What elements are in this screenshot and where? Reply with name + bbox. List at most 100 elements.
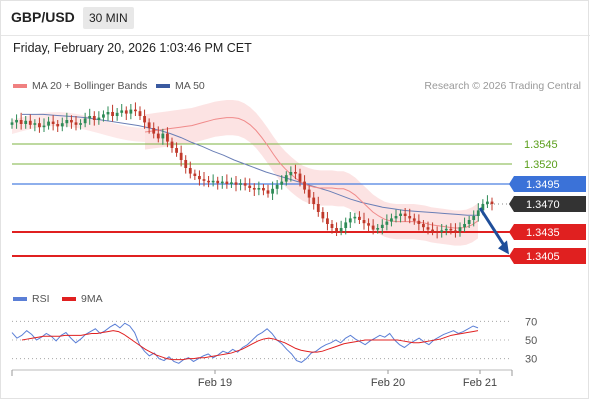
x-tick-label: Feb 19 [198, 377, 232, 389]
candle-body [330, 224, 334, 228]
candle-body [275, 184, 279, 189]
candle-body [28, 120, 32, 125]
candle-body [243, 183, 247, 186]
level-tag-bg [514, 196, 586, 212]
candle-body [326, 218, 329, 224]
candle-body [298, 173, 302, 182]
candle-body [134, 109, 137, 112]
candle-body [143, 116, 146, 123]
rsi-ma9-line [21, 330, 479, 361]
candle-body [321, 212, 325, 219]
candle-body [303, 181, 306, 190]
candle-body [481, 204, 485, 211]
legend-ma20-label: MA 20 + Bollinger Bands [32, 80, 148, 92]
candle-body [97, 117, 101, 120]
forecast-arrow-shaft [478, 207, 508, 250]
candle-body [426, 227, 430, 230]
candle-body [38, 123, 41, 128]
candle-body [362, 220, 366, 224]
candle-body [120, 110, 124, 113]
legend-ma50-label: MA 50 [175, 80, 205, 92]
candle-body [188, 168, 192, 174]
ma20-line [144, 117, 479, 229]
candle-body [179, 152, 183, 160]
level-tag-1-3495: 1.3495 [509, 176, 586, 192]
candle-body [65, 120, 69, 124]
candle-body [42, 125, 46, 128]
candle-body [449, 228, 453, 231]
level-tag-arrow [509, 224, 514, 240]
candle-body [33, 123, 37, 125]
level-tag-1-3470: 1.3470 [509, 196, 586, 212]
x-tick-label: Feb 20 [371, 377, 405, 389]
ma9-swatch [62, 297, 76, 301]
level-tag-arrow [509, 248, 514, 264]
candle-body [124, 110, 128, 114]
candle-body [106, 112, 110, 115]
level-label-1-3520: 1.3520 [524, 159, 558, 171]
candle-body [316, 204, 320, 212]
candle-body [60, 123, 64, 127]
candle-body [220, 181, 224, 184]
bollinger-band-early [12, 112, 145, 142]
timeframe-badge[interactable]: 30 MIN [83, 7, 134, 29]
candle-body [412, 218, 416, 221]
rsi-swatch [13, 297, 27, 301]
candle-body [19, 120, 23, 124]
candle-body [257, 188, 261, 190]
legend-9ma-label: 9MA [81, 293, 103, 305]
level-tag-1-3405: 1.3405 [509, 248, 586, 264]
ma50-swatch [156, 84, 170, 88]
candle-body [422, 224, 425, 228]
candle-body [51, 121, 55, 124]
legend-ma20: MA 20 + Bollinger Bands [13, 80, 147, 92]
candle-body [417, 220, 421, 224]
candle-body [385, 221, 389, 225]
candle-body [239, 183, 242, 185]
candle-body [47, 121, 50, 126]
candle-body [490, 201, 494, 204]
candle-body [262, 188, 265, 191]
candle-body [284, 175, 288, 182]
level-tag-arrow [509, 176, 514, 192]
candle-body [138, 111, 142, 116]
candle-body [170, 141, 174, 148]
candle-body [444, 228, 448, 231]
level-tag-text: 1.3435 [526, 227, 560, 239]
x-tick-label: Feb 21 [463, 377, 497, 389]
level-tag-arrow [509, 196, 514, 212]
level-tag-text: 1.3495 [526, 179, 560, 191]
candle-body [79, 123, 82, 125]
candle-body [454, 230, 457, 232]
candle-body [24, 120, 28, 124]
candle-body [403, 213, 407, 216]
candle-body [207, 180, 210, 183]
candle-body [440, 230, 444, 232]
level-tag-bg [514, 248, 586, 264]
candle-body [353, 216, 357, 219]
candle-body [10, 122, 14, 125]
candle-body [431, 229, 434, 232]
level-label-1-3545: 1.3545 [524, 139, 558, 151]
candles [10, 102, 494, 239]
candle-body [371, 225, 375, 230]
rsi-tick-70: 70 [525, 316, 537, 328]
candle-body [312, 197, 316, 204]
legend-9ma: 9MA [62, 293, 103, 305]
candle-body [70, 120, 73, 123]
candle-body [394, 216, 398, 219]
candle-body [111, 112, 114, 116]
candle-body [198, 176, 201, 180]
candle-body [92, 116, 96, 120]
rsi-tick-50: 50 [525, 335, 537, 347]
chart-header: GBP/USD 30 MIN [0, 0, 590, 36]
candle-body [202, 179, 206, 181]
candle-body [216, 180, 220, 184]
candle-body [83, 118, 87, 124]
candle-body [380, 224, 384, 228]
level-tag-text: 1.3470 [526, 199, 560, 211]
candle-body [211, 180, 215, 183]
research-credit: Research © 2026 Trading Central [424, 80, 581, 92]
legend-rsi: RSI [13, 293, 50, 305]
